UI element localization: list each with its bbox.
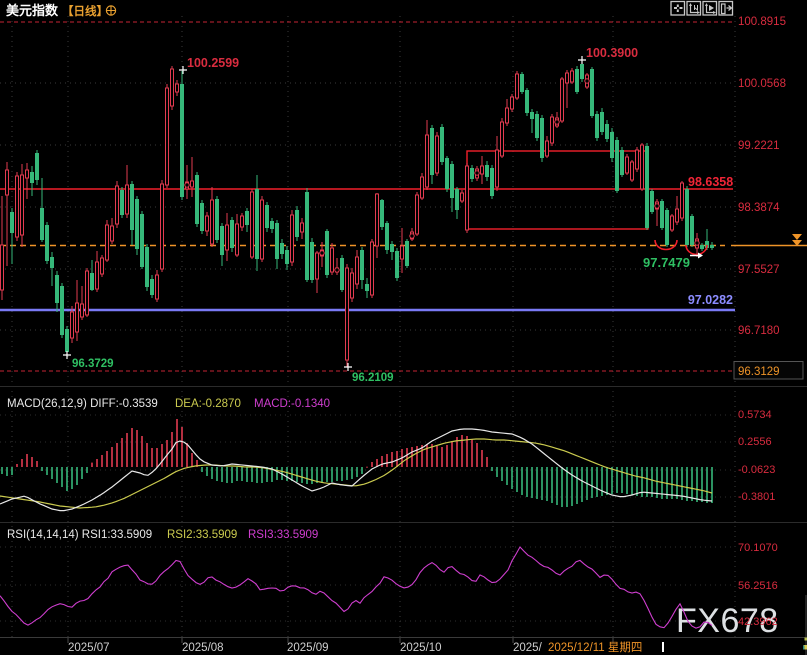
svg-text:70.1070: 70.1070 (738, 542, 778, 554)
svg-text:99.2221: 99.2221 (738, 140, 780, 152)
svg-text:96.3729: 96.3729 (72, 358, 114, 370)
svg-text:【日线】: 【日线】 (62, 4, 108, 18)
svg-text:MACD(26,12,9) DIFF:-0.3539: MACD(26,12,9) DIFF:-0.3539 (7, 398, 158, 410)
svg-text:2025/12/11 星期四: 2025/12/11 星期四 (548, 641, 642, 654)
svg-text:美元指数: 美元指数 (6, 3, 59, 18)
svg-text:-0.3801: -0.3801 (738, 491, 775, 503)
svg-text:0.2556: 0.2556 (738, 436, 772, 448)
svg-text:-0.0623: -0.0623 (738, 464, 775, 476)
svg-text:RSI2:33.5909: RSI2:33.5909 (167, 529, 237, 541)
svg-text:98.6358: 98.6358 (688, 175, 733, 189)
svg-text:56.2516: 56.2516 (738, 580, 778, 592)
svg-text:RSI(14,14,14) RSI1:33.5909: RSI(14,14,14) RSI1:33.5909 (7, 529, 152, 541)
svg-text:0.5734: 0.5734 (738, 409, 772, 421)
svg-text:RSI3:33.5909: RSI3:33.5909 (248, 529, 318, 541)
svg-text:97.0282: 97.0282 (688, 293, 733, 307)
svg-text:DEA:-0.2870: DEA:-0.2870 (175, 398, 241, 410)
svg-text:MACD:-0.1340: MACD:-0.1340 (254, 398, 330, 410)
svg-text:100.8915: 100.8915 (738, 16, 786, 28)
svg-text:98.3874: 98.3874 (738, 202, 780, 214)
svg-text:97.5527: 97.5527 (738, 264, 780, 276)
svg-text:100.2599: 100.2599 (187, 56, 239, 70)
svg-text:100.3900: 100.3900 (586, 46, 638, 60)
svg-text:2025/: 2025/ (513, 642, 543, 654)
svg-text:42.3962: 42.3962 (738, 616, 778, 628)
svg-text:96.2109: 96.2109 (352, 372, 394, 384)
svg-text:97.7479: 97.7479 (643, 255, 690, 270)
svg-text:2025/08: 2025/08 (182, 642, 224, 654)
svg-text:FX678: FX678 (676, 602, 779, 640)
svg-text:2025/07: 2025/07 (68, 642, 110, 654)
svg-text:2025/10: 2025/10 (400, 642, 442, 654)
svg-text:96.3129: 96.3129 (738, 366, 780, 378)
svg-text:96.7180: 96.7180 (738, 325, 780, 337)
svg-text:2025/09: 2025/09 (287, 642, 329, 654)
svg-text:100.0568: 100.0568 (738, 78, 786, 90)
